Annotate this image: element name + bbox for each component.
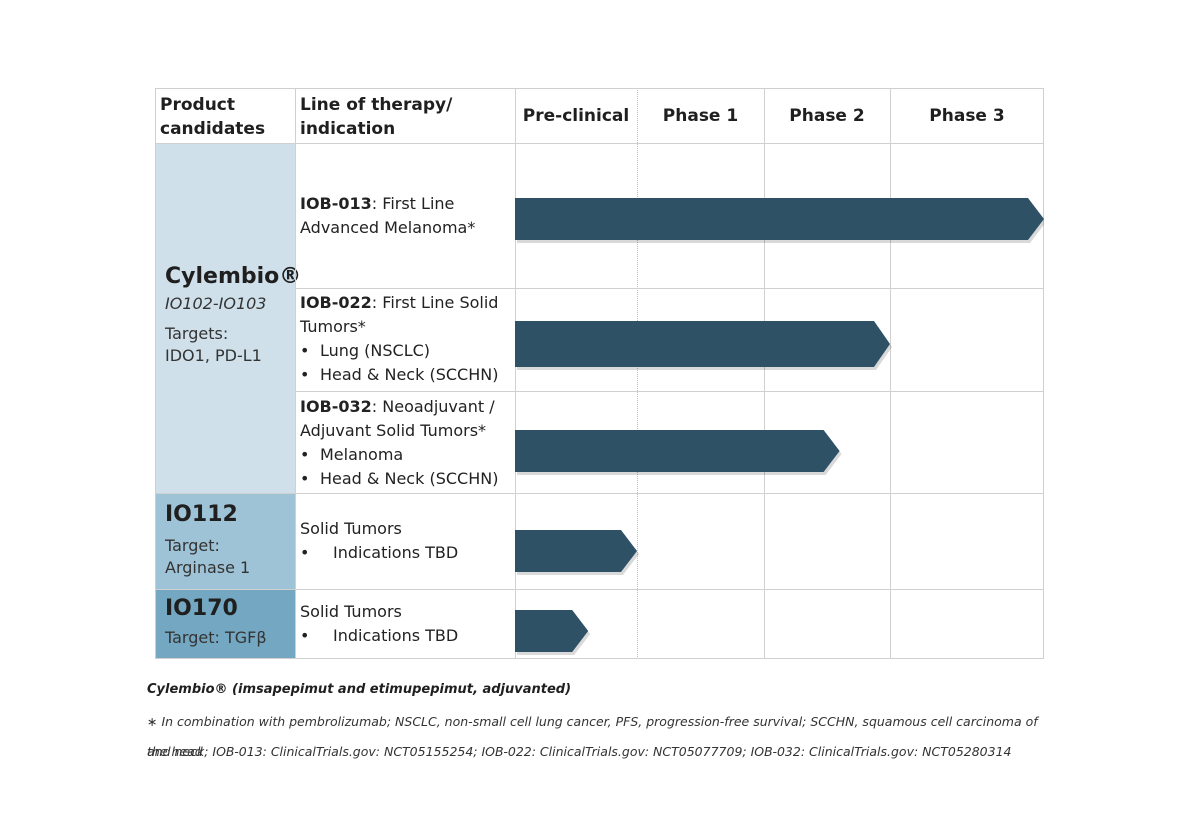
list-item: • Indications TBD [300, 626, 459, 645]
progress-arrows [515, 198, 1044, 655]
progress-arrow [515, 321, 890, 367]
header-phase-2: Phase 2 [789, 106, 865, 126]
indication-io170: Solid Tumors • Indications TBD [300, 600, 515, 648]
footer-note-line-1: ∗ In combination with pembrolizumab; NSC… [147, 714, 1038, 759]
phase-divider [637, 88, 638, 659]
header-phase-1: Phase 1 [662, 106, 739, 126]
row-divider [295, 391, 1044, 392]
row-divider [295, 288, 1044, 289]
row-divider [155, 493, 1044, 494]
table-frame [155, 88, 1044, 659]
footer-note-line-2: and neck; IOB-013: ClinicalTrials.gov: N… [147, 744, 1012, 759]
io112-cell: IO112 Target: Arginase 1 [155, 493, 295, 589]
io170-target: Target: TGFβ [165, 628, 267, 647]
header-line-of-therapy: Line of therapy/ indication [300, 95, 453, 139]
footer-title: Cylembio® (imsapepimut and etimupepimut,… [147, 682, 572, 697]
indication-iob-013: IOB-013: First Line Advanced Melanoma* [300, 192, 515, 240]
progress-arrow [515, 610, 589, 652]
cylembio-targets: IDO1, PD-L1 [165, 346, 262, 365]
list-item: • Head & Neck (SCCHN) [300, 365, 499, 384]
indication-code: IOB-013 [300, 194, 372, 213]
io112-target: Arginase 1 [165, 558, 251, 577]
cylembio-subtitle: IO102-IO103 [165, 294, 267, 313]
column-divider [515, 88, 516, 659]
row-divider [155, 143, 1044, 144]
indication-text: Solid Tumors [300, 602, 402, 621]
indication-iob-022: IOB-022: First Line Solid Tumors* • Lung … [300, 291, 515, 387]
cylembio-targets-label: Targets: [165, 324, 229, 343]
list-item: • Indications TBD [300, 543, 459, 562]
list-item: • Melanoma [300, 445, 404, 464]
progress-arrow [515, 198, 1044, 240]
indication-iob-032: IOB-032: Neoadjuvant / Adjuvant Solid Tu… [300, 395, 515, 491]
row-divider [155, 589, 1044, 590]
progress-arrow [515, 430, 840, 472]
header-product-candidates: Product candidates [160, 95, 266, 139]
indication-io112: Solid Tumors • Indications TBD [300, 517, 515, 565]
progress-arrow [515, 530, 637, 572]
list-item: • Head & Neck (SCCHN) [300, 469, 499, 488]
io112-name: IO112 [165, 502, 238, 527]
indication-text: : First Line Solid Tumors* [300, 293, 499, 336]
io170-cell: IO170 Target: TGFβ [155, 589, 295, 659]
cylembio-cell: Cylembio® IO102-IO103 Targets: IDO1, PD-… [155, 143, 302, 493]
cylembio-name: Cylembio® [165, 264, 302, 289]
column-divider [295, 88, 296, 659]
pipeline-table: Cylembio® IO102-IO103 Targets: IDO1, PD-… [155, 88, 1044, 659]
io170-name: IO170 [165, 596, 238, 621]
phase-divider [764, 88, 765, 659]
indication-code: IOB-022 [300, 293, 372, 312]
indication-text: : First Line Advanced Melanoma* [300, 194, 476, 237]
header-preclinical: Pre-clinical [522, 106, 630, 126]
list-item: • Lung (NSCLC) [300, 341, 431, 360]
indication-text: : Neoadjuvant / Adjuvant Solid Tumors* [300, 397, 495, 440]
indication-text: Solid Tumors [300, 519, 402, 538]
indication-code: IOB-032 [300, 397, 372, 416]
phase-divider [890, 88, 891, 659]
header-phase-3: Phase 3 [929, 106, 1005, 126]
io112-target-label: Target: [165, 536, 220, 555]
